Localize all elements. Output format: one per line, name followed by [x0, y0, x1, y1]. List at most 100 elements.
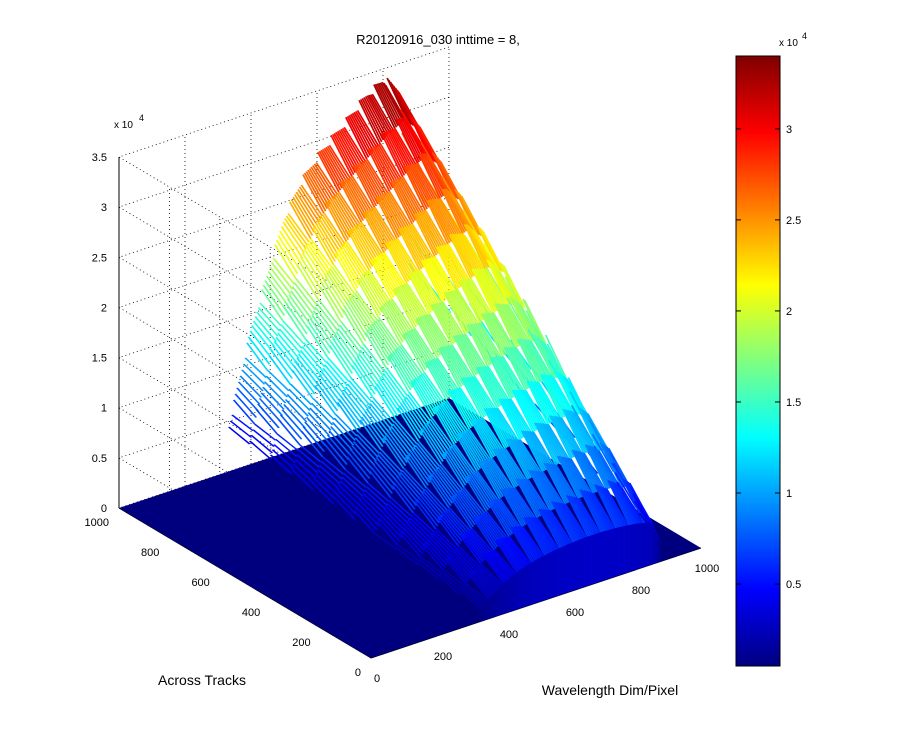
surface-patch [459, 489, 483, 518]
surface-patch [363, 344, 386, 373]
surface-patch [344, 386, 368, 414]
surface-patch [410, 515, 434, 536]
surface-patch [532, 431, 555, 467]
surface-patch [254, 316, 277, 342]
surface-patch [473, 268, 496, 313]
surface-front-face [625, 525, 627, 574]
surface-patch [485, 511, 509, 539]
surface-patch [439, 245, 462, 288]
surface-front-face [483, 604, 485, 621]
surface-patch [431, 532, 455, 555]
z-tick-label: 3 [101, 202, 107, 214]
surface-patch [330, 426, 353, 451]
surface-patch [334, 194, 358, 229]
surface-patch [469, 376, 492, 413]
surface-patch [367, 482, 390, 502]
surface-front-face [522, 567, 525, 608]
surface-patch [350, 114, 373, 154]
surface-patch [257, 307, 281, 332]
surface-patch [353, 112, 376, 150]
surface-patch [443, 244, 467, 283]
surface-patch [303, 172, 327, 212]
surface-patch [319, 374, 342, 403]
surface-patch [401, 470, 424, 494]
surface-patch [482, 460, 506, 496]
surface-patch [478, 461, 501, 500]
surface-patch [404, 456, 428, 489]
surface-patch [478, 268, 501, 310]
surface-patch [529, 517, 553, 553]
surface-patch [505, 537, 528, 566]
surface-patch [323, 364, 347, 391]
surface-patch [377, 454, 400, 479]
surface-patch [421, 373, 445, 405]
surface-patch [298, 186, 322, 220]
surface-patch [455, 289, 478, 326]
surface-patch [437, 575, 461, 595]
surface-patch [369, 94, 393, 132]
surface-patch [279, 230, 302, 264]
surface-patch [524, 517, 548, 555]
surface-patch [485, 312, 509, 354]
surface-patch [413, 214, 436, 257]
surface-patch [344, 179, 368, 218]
surface-patch [326, 201, 350, 240]
surface-patch [289, 201, 312, 240]
surface-patch [373, 206, 397, 241]
surface-patch [339, 247, 362, 283]
surface-patch [317, 378, 340, 407]
surface-patch [484, 512, 507, 540]
surface-patch [293, 365, 316, 395]
surface-patch [558, 416, 582, 455]
surface-patch [420, 260, 444, 303]
surface-patch [438, 302, 462, 339]
surface-front-face [636, 523, 639, 570]
surface-patch [426, 422, 449, 454]
surface-front-face [552, 550, 555, 598]
surface-patch [490, 407, 513, 445]
surface-patch [524, 430, 547, 471]
surface-patch [402, 334, 425, 373]
surface-patch [420, 153, 443, 198]
surface-patch [304, 338, 328, 363]
surface-patch [426, 361, 450, 399]
surface-patch [431, 417, 454, 447]
surface-patch [407, 330, 430, 367]
surface-patch [359, 222, 382, 257]
surface-patch [357, 223, 380, 259]
surface-patch [419, 494, 442, 521]
surface-patch [528, 517, 551, 553]
surface-patch [439, 161, 463, 201]
surface-patch [497, 448, 521, 486]
surface-patch [394, 479, 418, 506]
surface-patch [536, 381, 559, 420]
surface-patch [391, 423, 415, 451]
surface-patch [502, 448, 526, 482]
surface-patch [497, 269, 521, 307]
surface-patch [452, 233, 475, 277]
surface-patch [301, 346, 324, 372]
surface-patch [294, 459, 317, 479]
surface-patch [589, 445, 613, 489]
surface-patch [589, 491, 612, 530]
surface-front-face [575, 540, 578, 590]
surface-patch [429, 359, 453, 396]
colorbar-tick-label: 2 [786, 306, 792, 318]
surface-patch [523, 517, 546, 556]
surface-patch [290, 199, 314, 236]
surface-patch [441, 512, 465, 540]
surface-patch [475, 233, 498, 271]
surface-patch [501, 263, 524, 308]
surface-patch [295, 191, 319, 226]
surface-patch [418, 126, 442, 165]
surface-patch [505, 347, 528, 390]
surface-patch [320, 460, 343, 480]
surface-patch [383, 508, 406, 531]
surface-patch [370, 400, 394, 427]
surface-patch [464, 532, 487, 560]
surface-patch [360, 222, 384, 255]
surface-front-face [578, 539, 581, 589]
surface-patch [548, 415, 572, 459]
surface-patch [612, 481, 635, 525]
surface-patch [426, 200, 449, 245]
